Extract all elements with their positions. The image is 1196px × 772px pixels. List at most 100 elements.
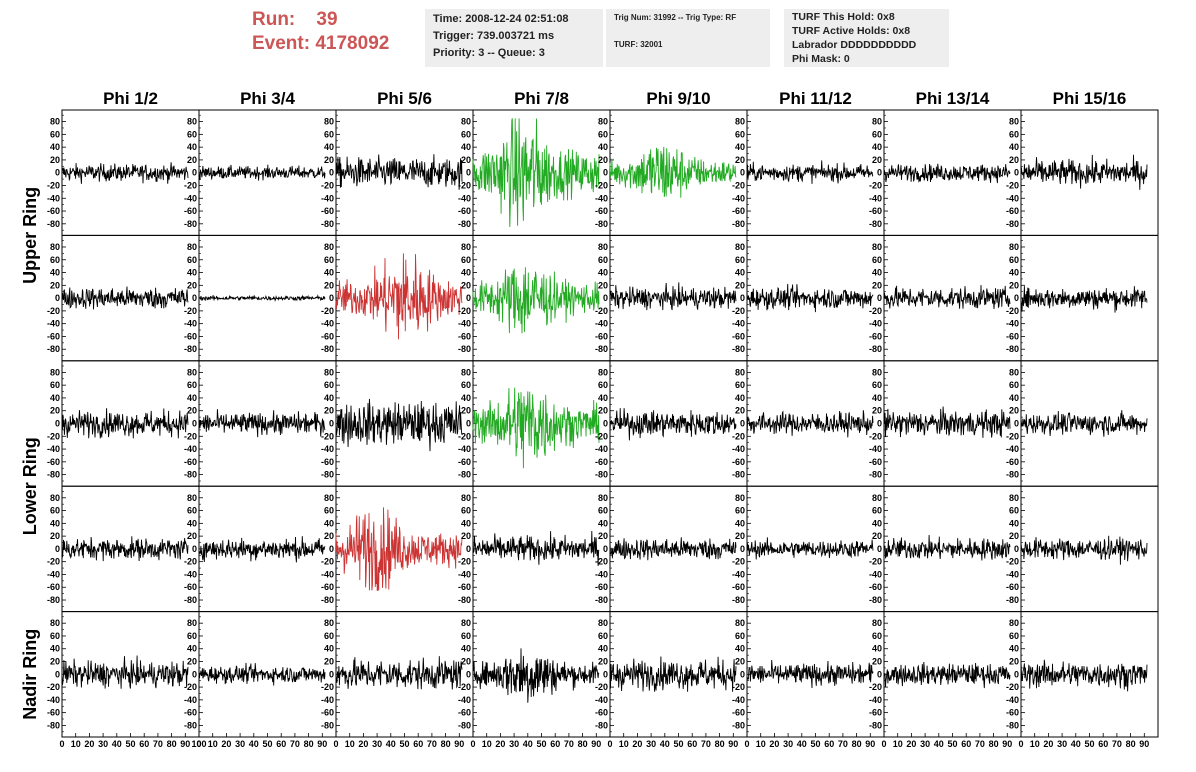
y-tick-label: -80 <box>458 219 471 229</box>
y-tick-label: 80 <box>735 242 745 252</box>
y-tick-label: -40 <box>458 569 471 579</box>
y-tick-label: 0 <box>1014 168 1019 178</box>
y-tick-label: 80 <box>872 618 882 628</box>
x-tick-label: 90 <box>180 739 190 749</box>
y-tick-label: 80 <box>324 117 334 127</box>
y-tick-label: -20 <box>595 306 608 316</box>
x-tick-label: 10 <box>482 739 492 749</box>
waveform-trace <box>61 408 189 439</box>
x-tick-label: 30 <box>783 739 793 749</box>
y-tick-label: 0 <box>1014 669 1019 679</box>
y-tick-label: 40 <box>735 142 745 152</box>
y-tick-label: -60 <box>869 206 882 216</box>
x-tick-label: 70 <box>1112 739 1122 749</box>
y-tick-label: 40 <box>735 644 745 654</box>
y-tick-label: 0 <box>55 168 60 178</box>
y-tick-label: 80 <box>598 618 608 628</box>
x-tick-label: 30 <box>235 739 245 749</box>
x-tick-label: 20 <box>632 739 642 749</box>
y-tick-label: -80 <box>458 720 471 730</box>
x-tick-label: 90 <box>317 739 327 749</box>
y-tick-label: -80 <box>595 470 608 480</box>
y-tick-label: 40 <box>872 644 882 654</box>
y-tick-label: -20 <box>47 557 60 567</box>
y-tick-label: 80 <box>598 242 608 252</box>
y-tick-label: 20 <box>187 531 197 541</box>
x-tick-label: 0 <box>59 739 64 749</box>
y-tick-label: 60 <box>324 255 334 265</box>
y-tick-label: -40 <box>184 569 197 579</box>
y-tick-label: 80 <box>1009 242 1019 252</box>
y-tick-label: 80 <box>187 493 197 503</box>
y-tick-label: -40 <box>184 319 197 329</box>
y-tick-label: -60 <box>184 708 197 718</box>
x-tick-label: 50 <box>125 739 135 749</box>
y-tick-label: 60 <box>324 129 334 139</box>
x-tick-label: 30 <box>372 739 382 749</box>
y-tick-label: 60 <box>735 380 745 390</box>
y-tick-label: 60 <box>187 631 197 641</box>
waveform-trace <box>198 662 326 686</box>
y-tick-label: -80 <box>1006 720 1019 730</box>
y-tick-label: -20 <box>595 557 608 567</box>
y-tick-label: 80 <box>324 493 334 503</box>
y-tick-label: 60 <box>461 380 471 390</box>
y-tick-label: -60 <box>321 457 334 467</box>
y-tick-label: 60 <box>187 129 197 139</box>
x-tick-label: 0 <box>196 739 201 749</box>
y-tick-label: -80 <box>184 219 197 229</box>
y-tick-label: 20 <box>461 280 471 290</box>
x-tick-label: 20 <box>495 739 505 749</box>
y-tick-label: -40 <box>321 319 334 329</box>
y-tick-label: -20 <box>184 180 197 190</box>
y-tick-label: 20 <box>1009 406 1019 416</box>
y-tick-label: 60 <box>461 631 471 641</box>
y-tick-label: -40 <box>47 695 60 705</box>
y-tick-label: 20 <box>598 531 608 541</box>
y-tick-label: 40 <box>461 393 471 403</box>
y-tick-label: 60 <box>50 380 60 390</box>
x-tick-label: 80 <box>441 739 451 749</box>
y-tick-label: 20 <box>598 406 608 416</box>
x-tick-label: 60 <box>961 739 971 749</box>
y-tick-label: 40 <box>1009 142 1019 152</box>
y-tick-label: -40 <box>47 569 60 579</box>
y-tick-label: 40 <box>461 268 471 278</box>
y-tick-label: 0 <box>877 168 882 178</box>
y-tick-label: -40 <box>595 569 608 579</box>
waveform-trace <box>883 406 1011 438</box>
y-tick-label: -20 <box>184 682 197 692</box>
y-tick-label: 80 <box>735 367 745 377</box>
y-tick-label: 80 <box>872 117 882 127</box>
x-tick-label: 30 <box>1057 739 1067 749</box>
y-tick-label: 0 <box>192 669 197 679</box>
y-tick-label: -40 <box>869 569 882 579</box>
waveform-trace <box>1020 154 1148 190</box>
y-tick-label: -60 <box>321 206 334 216</box>
trigger-text: Trigger: 739.003721 ms <box>433 30 555 42</box>
y-tick-label: 60 <box>598 380 608 390</box>
y-tick-label: 80 <box>598 117 608 127</box>
run-event-box: Run: 39 Event: 4178092 <box>252 8 389 56</box>
run-value: 39 <box>316 9 338 30</box>
waveform-trace <box>198 536 326 563</box>
y-tick-label: 80 <box>50 242 60 252</box>
y-tick-label: 20 <box>872 155 882 165</box>
y-tick-label: -60 <box>47 457 60 467</box>
x-tick-label: 20 <box>1043 739 1053 749</box>
y-tick-label: 80 <box>735 117 745 127</box>
y-tick-label: -80 <box>47 219 60 229</box>
y-tick-label: 0 <box>192 544 197 554</box>
waveform-trace <box>609 146 737 198</box>
y-tick-label: -80 <box>869 219 882 229</box>
x-tick-label: 0 <box>744 739 749 749</box>
y-tick-label: -20 <box>732 431 745 441</box>
y-tick-label: -80 <box>321 720 334 730</box>
y-tick-label: 0 <box>877 419 882 429</box>
y-tick-label: -60 <box>732 457 745 467</box>
y-tick-label: 60 <box>461 255 471 265</box>
y-tick-label: -80 <box>321 219 334 229</box>
waveform-trace <box>746 659 874 689</box>
waveform-trace <box>472 530 600 567</box>
